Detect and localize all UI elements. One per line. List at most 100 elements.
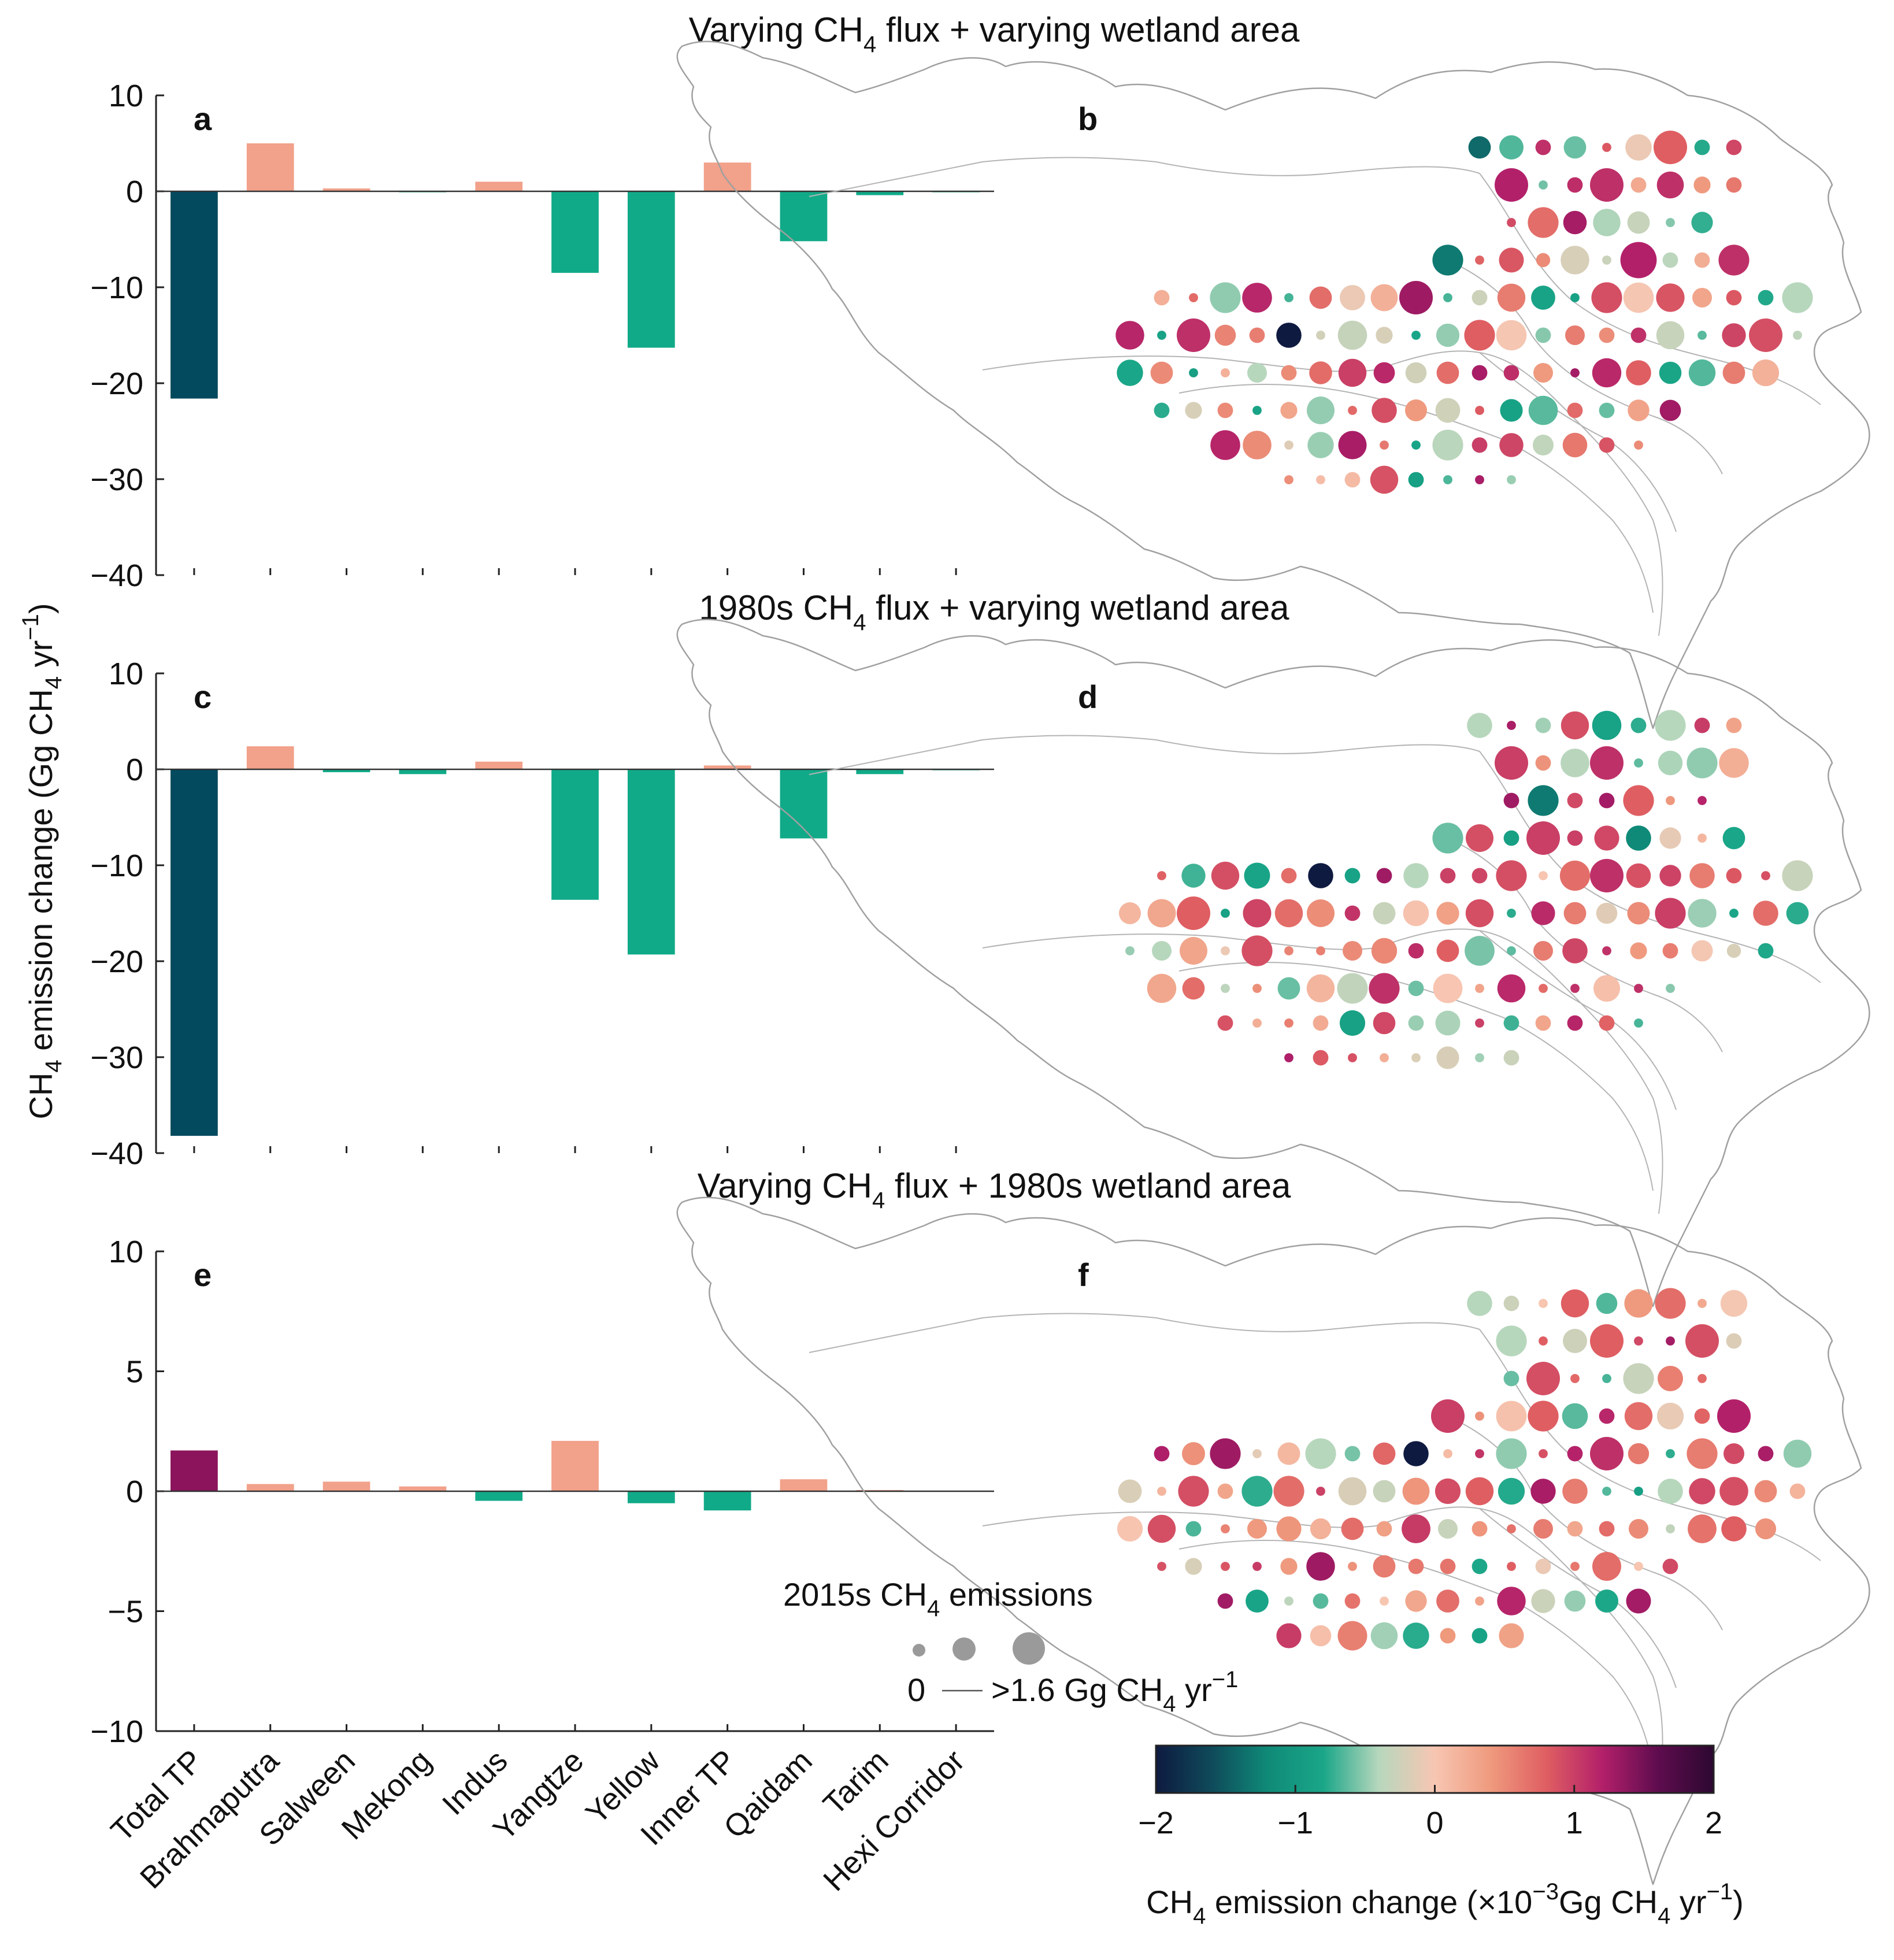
map-dot bbox=[1252, 1018, 1262, 1028]
size-legend-circle-medium bbox=[952, 1637, 976, 1661]
map-dot bbox=[1341, 1517, 1364, 1540]
map-dot bbox=[1602, 946, 1611, 955]
map-dot bbox=[1284, 440, 1293, 450]
map-dot bbox=[1535, 327, 1551, 343]
map-dot bbox=[1118, 1479, 1142, 1503]
map-dot bbox=[1185, 402, 1202, 419]
map-dot bbox=[1210, 282, 1241, 313]
map-dot bbox=[1243, 431, 1272, 460]
map-dot bbox=[1561, 711, 1589, 740]
bar-c-tarim bbox=[856, 769, 904, 775]
map-dot bbox=[1655, 898, 1686, 929]
map-dot bbox=[1786, 902, 1809, 925]
map-dot bbox=[1370, 465, 1399, 494]
map-dot bbox=[1634, 1562, 1643, 1571]
map-dot bbox=[1189, 368, 1198, 377]
map-dot bbox=[1497, 1587, 1526, 1616]
bar-panel-c: 10 0 −10 −20 −30 −40 bbox=[90, 657, 994, 1171]
map-dot bbox=[1691, 212, 1713, 234]
map-dot bbox=[1241, 935, 1273, 966]
map-dot bbox=[1405, 399, 1427, 421]
map-dot bbox=[1590, 859, 1624, 892]
map-dot bbox=[1694, 252, 1710, 268]
y-tick-label: 0 bbox=[126, 753, 143, 787]
map-dot bbox=[1343, 941, 1362, 961]
map-dot bbox=[1221, 946, 1230, 955]
map-dot bbox=[1623, 1363, 1654, 1394]
map-dot bbox=[1337, 320, 1367, 350]
map-dot bbox=[1371, 938, 1398, 964]
colorbar-ticks: −2 −1 0 1 2 bbox=[1138, 1785, 1722, 1840]
map-dot bbox=[1115, 321, 1144, 350]
map-dot bbox=[1570, 984, 1580, 993]
map-dot bbox=[1627, 902, 1650, 925]
map-dot bbox=[1152, 941, 1172, 961]
map-dot bbox=[1344, 868, 1361, 884]
map-dot bbox=[1630, 177, 1647, 193]
map-dot bbox=[1211, 861, 1240, 890]
map-dot bbox=[1562, 938, 1588, 964]
colorbar-tick-label: 2 bbox=[1705, 1806, 1722, 1840]
map-dot bbox=[1726, 717, 1742, 733]
map-dot bbox=[1591, 282, 1622, 313]
size-legend-max-label: >1.6 Gg CH4 yr−1 bbox=[991, 1667, 1238, 1717]
map-dot bbox=[1369, 973, 1400, 1004]
map-dot bbox=[1370, 1622, 1398, 1650]
map-dot bbox=[1656, 321, 1685, 350]
map-dot bbox=[1443, 1449, 1452, 1458]
map-dot bbox=[1348, 406, 1357, 415]
map-dot bbox=[1503, 1295, 1519, 1311]
size-legend-circle-small bbox=[913, 1644, 925, 1657]
map-dot bbox=[1595, 1590, 1618, 1613]
y-tick-label: −40 bbox=[90, 1136, 143, 1171]
map-dot bbox=[1719, 748, 1749, 778]
map-dot bbox=[1154, 1446, 1170, 1462]
map-dot bbox=[1654, 131, 1687, 164]
map-dot bbox=[1280, 402, 1298, 419]
map-dot bbox=[1528, 785, 1559, 816]
map-dot bbox=[1593, 975, 1620, 1002]
map-dot bbox=[1697, 833, 1707, 843]
map-dot bbox=[1563, 1329, 1587, 1353]
map-dot bbox=[1496, 1325, 1527, 1357]
map-dot bbox=[1284, 1018, 1293, 1028]
map-dot bbox=[1726, 868, 1742, 884]
bar-a-yangtze bbox=[551, 191, 599, 273]
map-dot bbox=[1338, 1477, 1367, 1506]
map-dot bbox=[1310, 1625, 1332, 1647]
colorbar-tick-label: −1 bbox=[1277, 1806, 1313, 1840]
map-dot bbox=[1658, 1479, 1683, 1504]
map-dot bbox=[1624, 1289, 1653, 1318]
map-dot bbox=[1567, 830, 1583, 846]
map-dot bbox=[1475, 1053, 1484, 1062]
map-dot bbox=[1570, 293, 1580, 302]
map-dot bbox=[1689, 863, 1715, 888]
map-dot bbox=[1634, 984, 1643, 993]
map-dot bbox=[1563, 136, 1587, 159]
map-dot bbox=[1373, 362, 1395, 384]
bar-e-total-tp bbox=[171, 1450, 218, 1491]
map-dot bbox=[1252, 406, 1262, 415]
map-dot bbox=[1496, 1400, 1527, 1432]
map-dot bbox=[1433, 973, 1463, 1003]
map-dot bbox=[1590, 746, 1624, 780]
map-dot bbox=[1431, 1399, 1465, 1433]
map-dot bbox=[1154, 290, 1170, 306]
map-dot bbox=[1157, 1562, 1166, 1571]
map-dot bbox=[1284, 946, 1293, 955]
map-dot bbox=[1754, 1480, 1777, 1503]
map-dot bbox=[1500, 399, 1523, 422]
map-dot bbox=[1432, 244, 1463, 276]
map-dot bbox=[1499, 135, 1524, 160]
title-a: Varying CH4 flux + varying wetland area bbox=[689, 10, 1300, 57]
map-dot bbox=[1117, 1516, 1143, 1542]
map-dot bbox=[1241, 1476, 1273, 1507]
map-dots-d bbox=[1119, 710, 1813, 1069]
map-dot bbox=[1119, 902, 1141, 924]
map-dot bbox=[1472, 1521, 1488, 1537]
map-dot bbox=[1693, 176, 1711, 194]
map-dot bbox=[1503, 830, 1519, 846]
map-dot bbox=[1243, 899, 1272, 928]
map-dot bbox=[1789, 1483, 1806, 1499]
bar-a-qaidam bbox=[780, 191, 828, 242]
